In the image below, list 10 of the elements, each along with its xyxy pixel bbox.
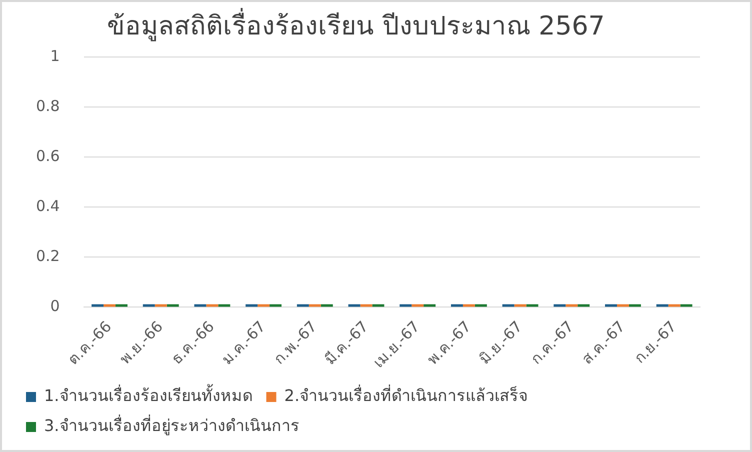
y-tick-label: 0.6 [36, 147, 60, 166]
legend-label: 3.จำนวนเรื่องที่อยู่ระหว่างดำเนินการ [44, 414, 300, 436]
y-tick-label: 0.8 [36, 97, 60, 116]
y-tick-label: 0.2 [36, 247, 60, 266]
legend-label: 1.จำนวนเรื่องร้องเรียนทั้งหมด [44, 384, 252, 406]
chart-title: ข้อมูลสถิติเรื่องร้องเรียน ปีงบประมาณ 2567 [107, 7, 605, 42]
legend-label: 2.จำนวนเรื่องที่ดำเนินการแล้วเสร็จ [284, 384, 528, 406]
y-tick-label: 0.4 [36, 197, 60, 216]
y-tick-label: 0 [50, 297, 60, 316]
y-tick-label: 1 [50, 47, 60, 66]
